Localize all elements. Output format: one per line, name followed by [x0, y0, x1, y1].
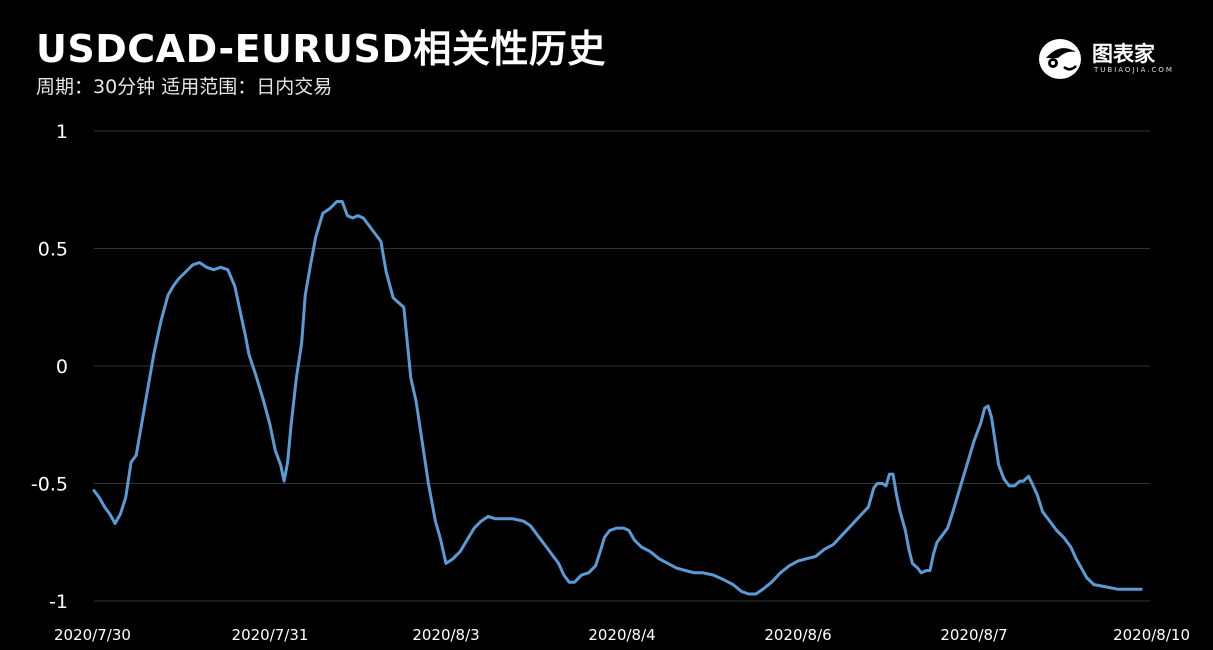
y-tick-label: 0.5	[38, 239, 68, 261]
x-tick-label: 2020/8/4	[588, 626, 655, 644]
series-layer	[92, 200, 1143, 596]
logo-text: 图表家	[1092, 42, 1155, 66]
chart-subtitle: 周期：30分钟 适用范围：日内交易	[36, 76, 333, 98]
y-tick-label: 1	[56, 121, 68, 143]
x-tick-label: 2020/7/31	[232, 626, 309, 644]
series-line	[92, 200, 1143, 596]
logo-subtext: TUBIAOJIA.COM	[1094, 66, 1174, 74]
x-tick-label: 2020/8/6	[764, 626, 831, 644]
x-tick-label: 2020/8/7	[940, 626, 1007, 644]
y-tick-label: 0	[56, 356, 68, 378]
y-axis-ticks: 1 0.5 0 -0.5 -1	[31, 121, 68, 613]
x-axis-ticks: 2020/7/30 2020/7/31 2020/8/3 2020/8/4 2020/8…	[54, 626, 1190, 644]
grid-lines	[94, 130, 1150, 602]
mascot-icon	[1039, 39, 1081, 79]
x-tick-label: 2020/8/10	[1113, 626, 1190, 644]
chart-title: USDCAD-EURUSD相关性历史	[36, 27, 606, 71]
brand-logo: 图表家 TUBIAOJIA.COM	[1036, 36, 1172, 86]
y-tick-label: -0.5	[31, 474, 68, 496]
y-tick-label: -1	[49, 591, 68, 613]
x-tick-label: 2020/7/30	[54, 626, 131, 644]
x-tick-label: 2020/8/3	[412, 626, 479, 644]
